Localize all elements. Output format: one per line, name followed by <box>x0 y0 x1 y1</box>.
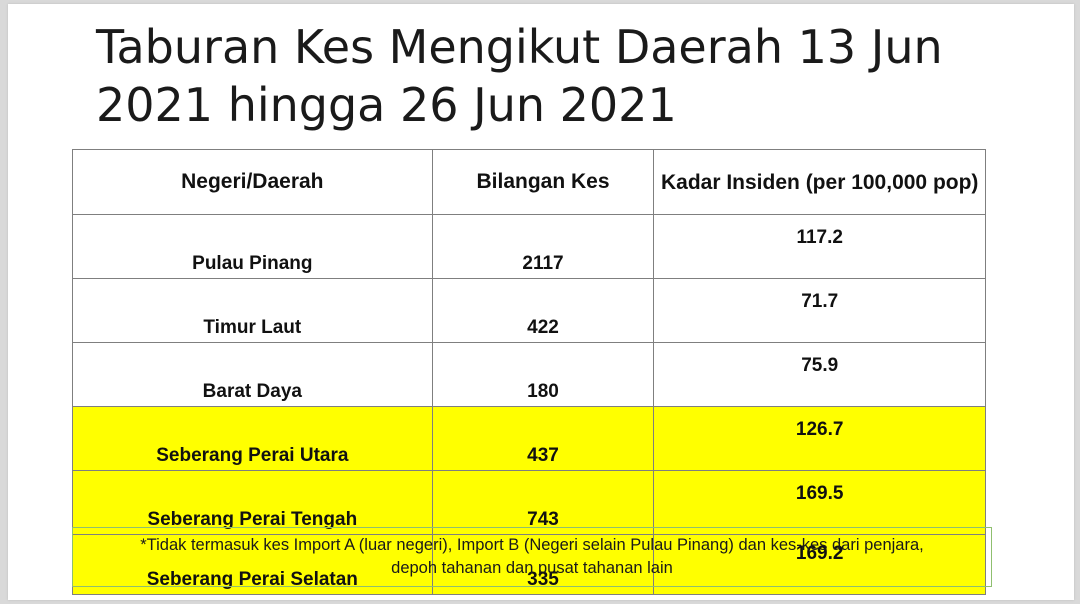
table-row: Barat Daya 180 75.9 <box>72 342 986 407</box>
region-name: Seberang Perai Selatan <box>72 534 433 595</box>
region-name: Seberang Perai Utara <box>72 406 433 471</box>
incidence-rate: 117.2 <box>653 214 986 279</box>
incidence-rate: 71.7 <box>653 278 986 343</box>
region-name: Pulau Pinang <box>72 214 433 279</box>
footnote-line-2: depoh tahanan dan pusat tahanan lain <box>391 559 673 577</box>
header-cases: Bilangan Kes <box>431 149 655 215</box>
footnote-box: *Tidak termasuk kes Import A (luar neger… <box>72 527 992 587</box>
header-region: Negeri/Daerah <box>72 149 433 215</box>
slide-title: Taburan Kes Mengikut Daerah 13 Jun 2021 … <box>96 20 943 132</box>
district-cases-table: Negeri/Daerah Bilangan Kes Kadar Insiden… <box>72 149 986 595</box>
region-name: Timur Laut <box>72 278 433 343</box>
header-rate: Kadar Insiden (per 100,000 pop) <box>653 149 986 215</box>
table-row: Pulau Pinang 2117 117.2 <box>72 214 986 279</box>
region-name: Seberang Perai Tengah <box>72 470 433 535</box>
table-header-row: Negeri/Daerah Bilangan Kes Kadar Insiden… <box>72 149 986 215</box>
case-count: 422 <box>431 278 655 343</box>
footnote-line-1: *Tidak termasuk kes Import A (luar neger… <box>140 536 924 554</box>
table-row-highlighted: Seberang Perai Selatan 335 169.2 <box>72 534 986 595</box>
incidence-rate: 169.5 <box>653 470 986 535</box>
case-count: 743 <box>431 470 655 535</box>
incidence-rate: 126.7 <box>653 406 986 471</box>
incidence-rate: 169.2 <box>653 534 986 595</box>
table-row-highlighted: Seberang Perai Utara 437 126.7 <box>72 406 986 471</box>
case-count: 437 <box>431 406 655 471</box>
incidence-rate: 75.9 <box>653 342 986 407</box>
case-count: 180 <box>431 342 655 407</box>
table-row-highlighted: Seberang Perai Tengah 743 169.5 <box>72 470 986 535</box>
region-name: Barat Daya <box>72 342 433 407</box>
case-count: 2117 <box>431 214 655 279</box>
table-row: Timur Laut 422 71.7 <box>72 278 986 343</box>
case-count: 335 <box>431 534 655 595</box>
